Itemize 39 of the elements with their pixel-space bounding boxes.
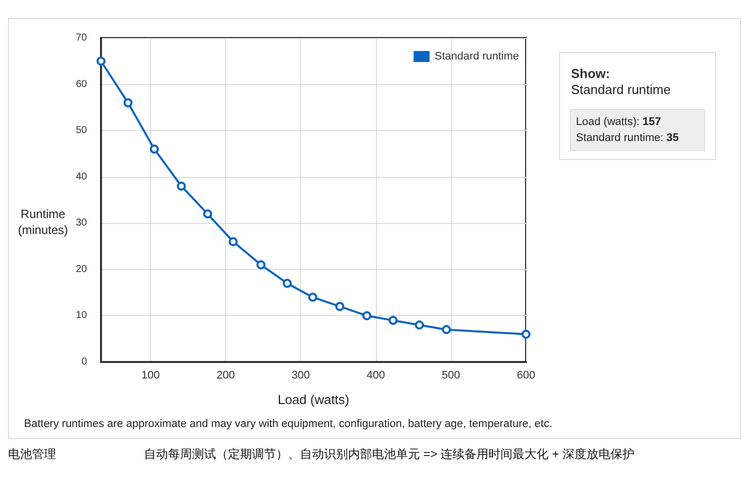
text: 自动每周测试（定期调节）、自动识别内部电池单元 => 连续备用时间最大化 + 深度放电保护 [144, 446, 634, 463]
y-tick-label: 20 [76, 264, 88, 275]
point [388, 316, 398, 325]
x-tick-label: 500 [442, 370, 460, 382]
point [124, 98, 133, 108]
y-tick-label: 10 [76, 310, 88, 322]
x-tick-label: 600 [516, 370, 536, 382]
text: Show: [571, 66, 610, 81]
point [256, 260, 266, 270]
x-tick-label: 300 [292, 370, 310, 382]
point [522, 330, 530, 339]
text: 电池管理 [8, 446, 56, 463]
point [308, 292, 318, 302]
text: Load (watts): 157 [576, 116, 661, 128]
point [150, 144, 159, 154]
x-axis-title: Load (watts) [276, 392, 350, 407]
x-tick-label: 100 [141, 370, 160, 382]
legend-label: Standard runtime [434, 50, 520, 62]
y-tick-label: 30 [76, 218, 88, 229]
point [442, 325, 451, 334]
x-tick-label: 400 [366, 370, 386, 382]
y-tick-label: 50 [76, 125, 88, 136]
point [203, 209, 212, 218]
point [362, 311, 372, 320]
y-axis-title: Runtime (minutes) [18, 207, 68, 237]
y-tick-label: 0 [81, 356, 88, 368]
y-tick-label: 60 [76, 78, 88, 90]
text: Standard runtime: 35 [576, 132, 679, 144]
point [96, 56, 106, 66]
text: Standard runtime [571, 82, 671, 97]
y-tick-label: 70 [76, 32, 88, 44]
point [335, 302, 344, 311]
point [414, 320, 424, 330]
x-tick-label: 200 [216, 370, 235, 382]
point [282, 278, 292, 288]
y-tick-label: 40 [76, 171, 88, 182]
text: Battery runtimes are approximate and may vary with equipment, configuration, battery age, temperature, etc. [24, 418, 552, 430]
point [228, 237, 238, 246]
point [176, 182, 186, 191]
